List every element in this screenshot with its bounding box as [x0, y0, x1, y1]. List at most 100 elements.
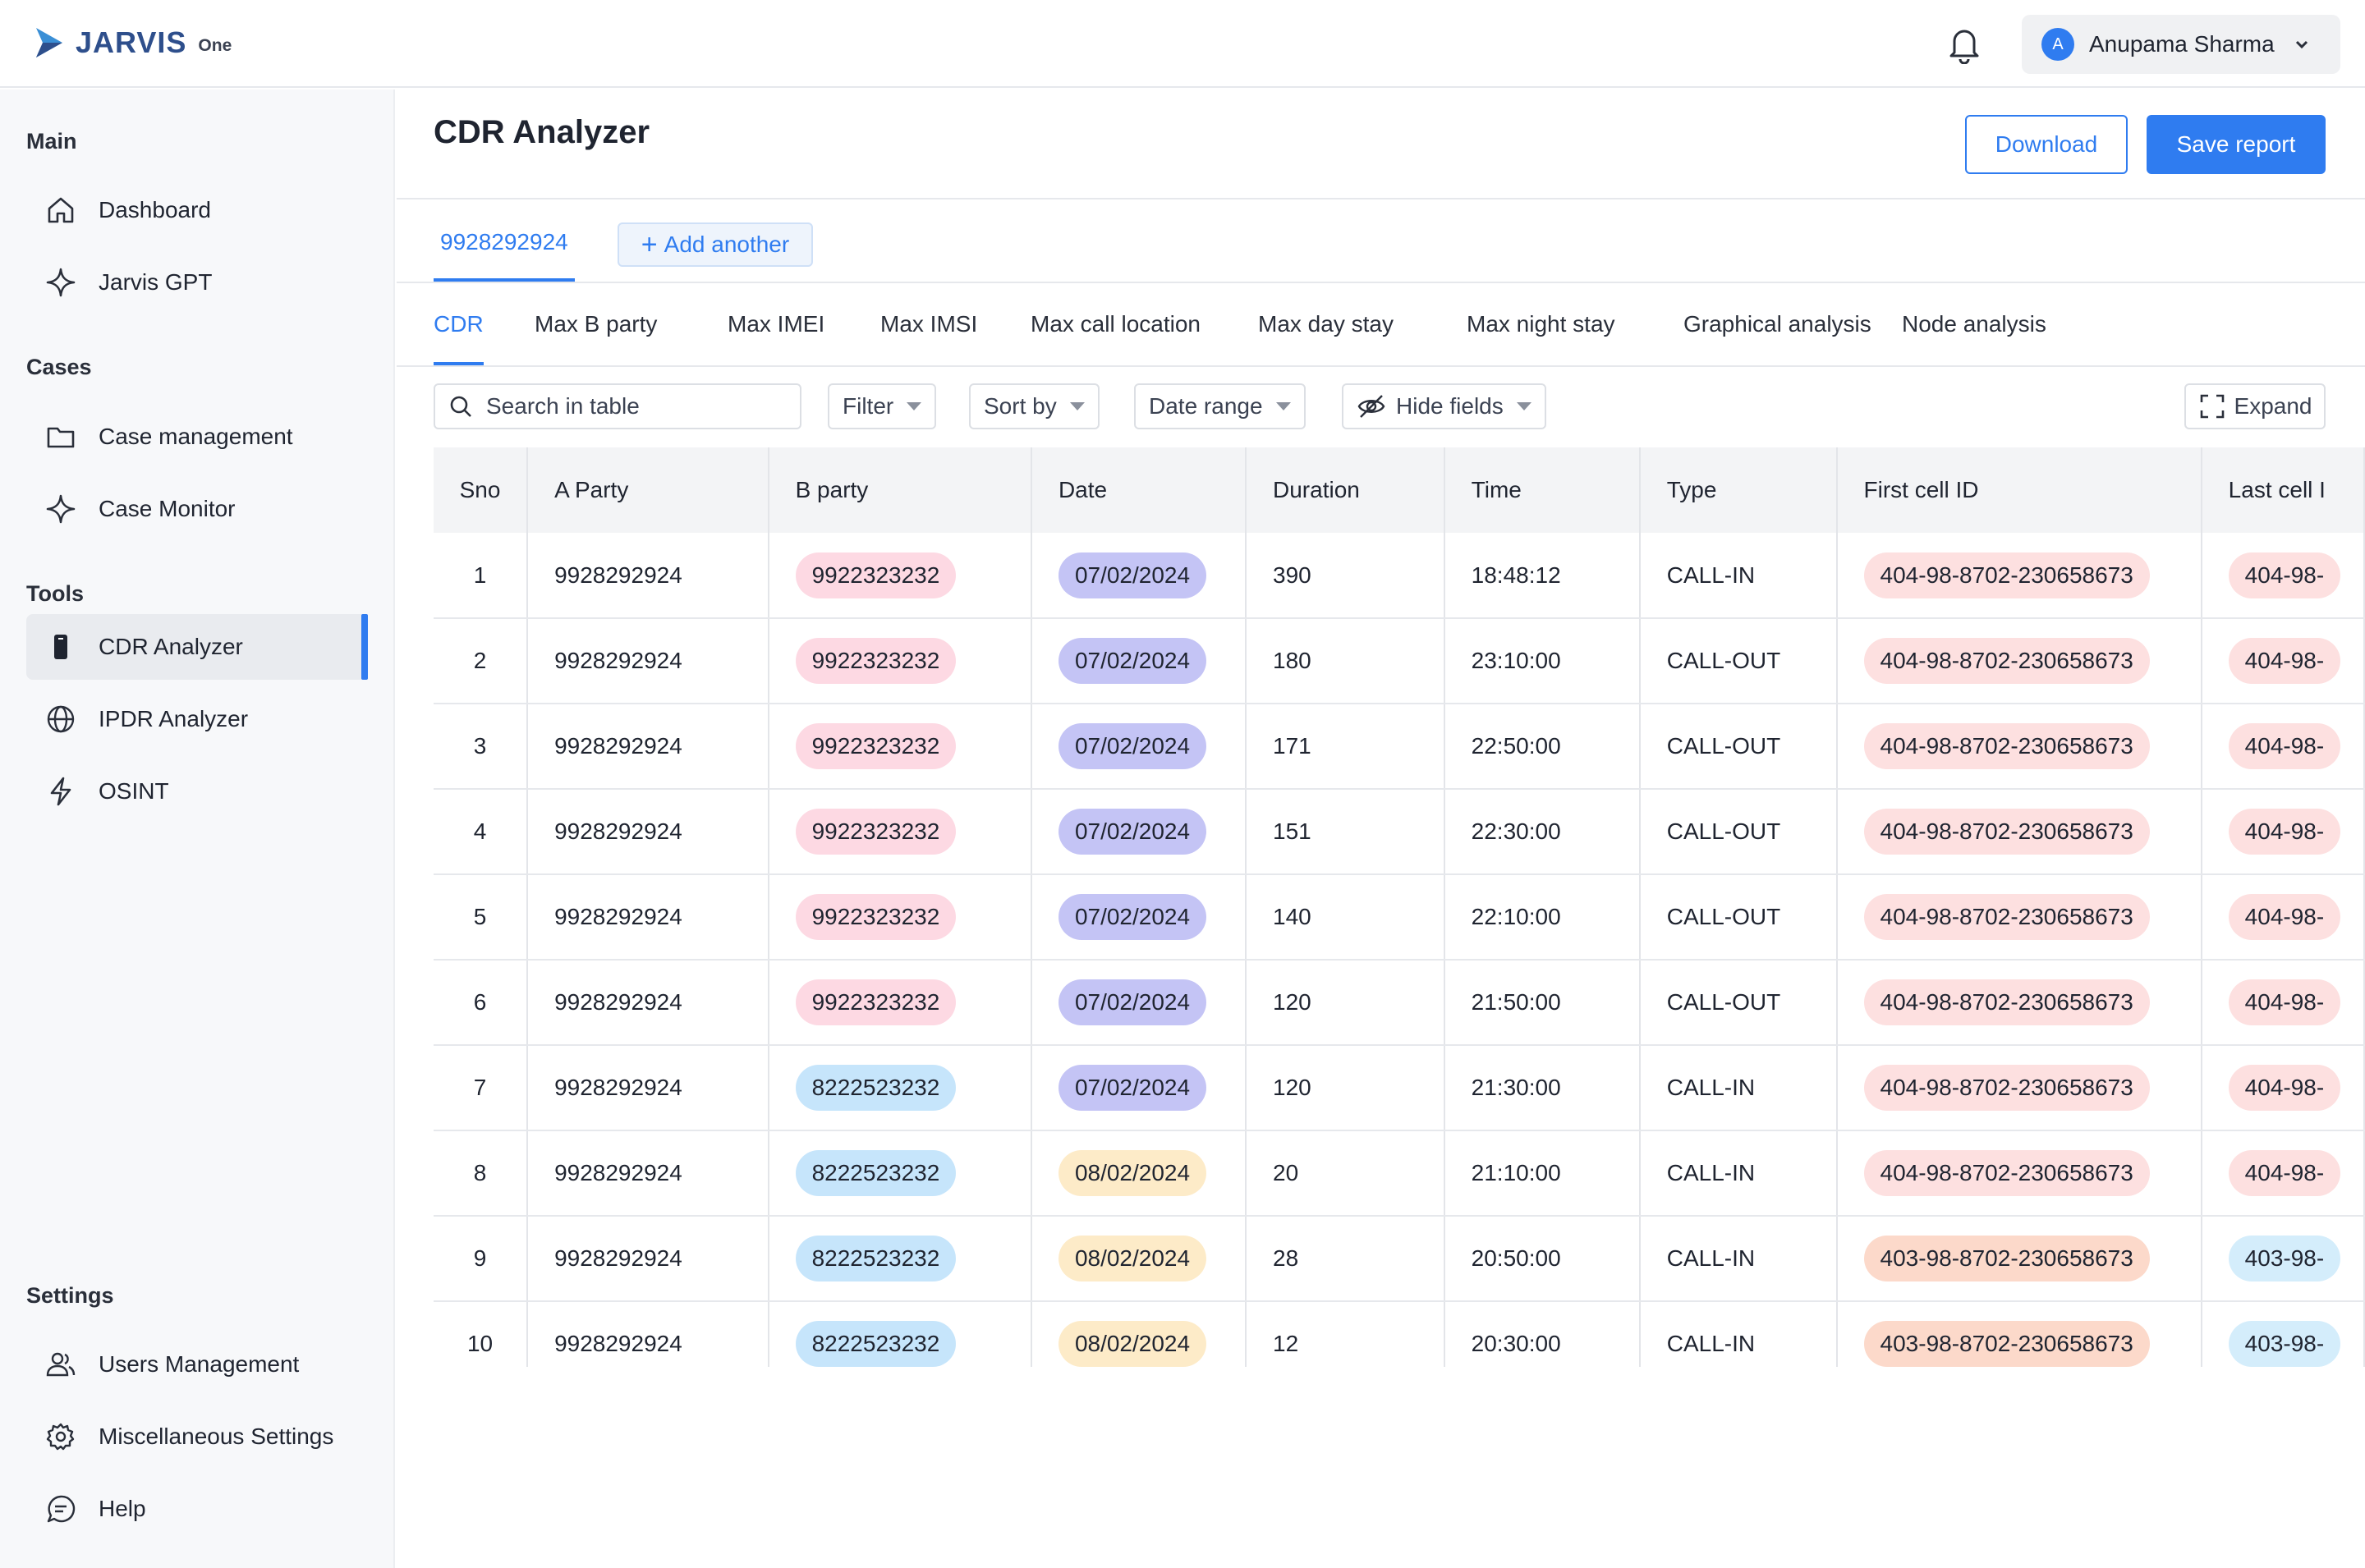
table-row[interactable]: 5 9928292924 9922323232 07/02/2024 140 22:10:… — [434, 874, 2365, 961]
first-cell-id-pill[interactable]: 404-98-8702-230658673 — [1863, 1065, 2150, 1111]
sidebar-item-users-management[interactable]: Users Management — [26, 1332, 368, 1397]
b-party-pill[interactable]: 9922323232 — [795, 894, 957, 940]
table-header-row: Sno A Party B party Date Duration Time T… — [434, 447, 2365, 533]
bell-icon[interactable] — [1946, 25, 1982, 64]
last-cell-id-pill[interactable]: 404-98- — [2228, 894, 2341, 940]
last-cell-id-pill[interactable]: 404-98- — [2228, 809, 2341, 855]
sidebar-item-ipdr-analyzer[interactable]: IPDR Analyzer — [26, 686, 368, 752]
sidebar-item-label: Jarvis GPT — [99, 269, 213, 295]
last-cell-id-pill[interactable]: 404-98- — [2228, 1150, 2341, 1196]
column-header-b-party[interactable]: B party — [768, 447, 1032, 533]
cell-duration: 171 — [1246, 704, 1445, 790]
cell-duration: 180 — [1246, 618, 1445, 704]
number-tab-active[interactable]: 9928292924 — [434, 229, 575, 282]
tab-max-imei[interactable]: Max IMEI — [728, 311, 825, 337]
sidebar-item-dashboard[interactable]: Dashboard — [26, 177, 368, 243]
sidebar-item-osint[interactable]: OSINT — [26, 759, 368, 824]
b-party-pill[interactable]: 8222523232 — [795, 1321, 957, 1367]
tab-max-b-party[interactable]: Max B party — [535, 311, 658, 337]
save-report-button[interactable]: Save report — [2147, 115, 2326, 174]
last-cell-id-pill[interactable]: 404-98- — [2228, 979, 2341, 1025]
table-row[interactable]: 1 9928292924 9922323232 07/02/2024 390 18:48:… — [434, 533, 2365, 619]
lightning-icon — [44, 775, 77, 808]
avatar: A — [2041, 28, 2074, 61]
last-cell-id-pill[interactable]: 404-98- — [2228, 638, 2341, 684]
first-cell-id-pill[interactable]: 404-98-8702-230658673 — [1863, 723, 2150, 769]
date-range-dropdown[interactable]: Date range — [1134, 383, 1306, 429]
brand-logo[interactable]: JARVIS One — [33, 25, 232, 61]
b-party-pill[interactable]: 9922323232 — [795, 638, 957, 684]
column-header-type[interactable]: Type — [1639, 447, 1838, 533]
last-cell-id-pill[interactable]: 403-98- — [2228, 1236, 2341, 1281]
hide-fields-dropdown[interactable]: Hide fields — [1342, 383, 1546, 429]
first-cell-id-pill[interactable]: 404-98-8702-230658673 — [1863, 552, 2150, 598]
sidebar-item-label: Case management — [99, 424, 293, 449]
b-party-pill[interactable]: 9922323232 — [795, 552, 957, 598]
download-button[interactable]: Download — [1965, 115, 2128, 174]
table-row[interactable]: 6 9928292924 9922323232 07/02/2024 120 21:50:… — [434, 960, 2365, 1046]
sidebar-item-cdr-analyzer[interactable]: CDR Analyzer — [26, 614, 368, 680]
last-cell-id-pill[interactable]: 404-98- — [2228, 1065, 2341, 1111]
search-input[interactable]: Search in table — [434, 383, 801, 429]
expand-button[interactable]: Expand — [2184, 383, 2326, 429]
tab-graphical-analysis[interactable]: Graphical analysis — [1683, 311, 1871, 337]
b-party-pill[interactable]: 9922323232 — [795, 723, 957, 769]
first-cell-id-pill[interactable]: 404-98-8702-230658673 — [1863, 1150, 2150, 1196]
b-party-pill[interactable]: 9922323232 — [795, 979, 957, 1025]
cell-type: CALL-IN — [1639, 1130, 1838, 1217]
first-cell-id-pill[interactable]: 404-98-8702-230658673 — [1863, 638, 2150, 684]
last-cell-id-pill[interactable]: 404-98- — [2228, 723, 2341, 769]
tab-max-day-stay[interactable]: Max day stay — [1258, 311, 1394, 337]
cell-time: 22:10:00 — [1444, 874, 1641, 961]
last-cell-id-pill[interactable]: 404-98- — [2228, 552, 2341, 598]
sidebar-item-jarvis-gpt[interactable]: Jarvis GPT — [26, 250, 368, 315]
first-cell-id-pill[interactable]: 403-98-8702-230658673 — [1863, 1236, 2150, 1281]
globe-icon — [44, 703, 77, 736]
first-cell-id-pill[interactable]: 403-98-8702-230658673 — [1863, 1321, 2150, 1367]
first-cell-id-pill[interactable]: 404-98-8702-230658673 — [1863, 809, 2150, 855]
cell-date: 07/02/2024 — [1031, 1045, 1247, 1131]
column-header-a-party[interactable]: A Party — [527, 447, 769, 533]
user-menu[interactable]: A Anupama Sharma — [2022, 15, 2340, 74]
table-row[interactable]: 4 9928292924 9922323232 07/02/2024 151 22:30:… — [434, 789, 2365, 875]
table-row[interactable]: 10 9928292924 8222523232 08/02/2024 12 20:30:… — [434, 1301, 2365, 1367]
filter-dropdown[interactable]: Filter — [828, 383, 937, 429]
sidebar-item-case-monitor[interactable]: Case Monitor — [26, 476, 368, 542]
tab-node-analysis[interactable]: Node analysis — [1902, 311, 2046, 337]
b-party-pill[interactable]: 9922323232 — [795, 809, 957, 855]
sidebar-item-help[interactable]: Help — [26, 1476, 368, 1542]
b-party-pill[interactable]: 8222523232 — [795, 1150, 957, 1196]
b-party-pill[interactable]: 8222523232 — [795, 1065, 957, 1111]
tab-max-night-stay[interactable]: Max night stay — [1467, 311, 1615, 337]
date-pill: 08/02/2024 — [1058, 1236, 1207, 1281]
column-header-time[interactable]: Time — [1444, 447, 1641, 533]
b-party-pill[interactable]: 8222523232 — [795, 1236, 957, 1281]
column-header-duration[interactable]: Duration — [1246, 447, 1445, 533]
table-row[interactable]: 2 9928292924 9922323232 07/02/2024 180 23:10:… — [434, 618, 2365, 704]
cdr-table-container[interactable]: Sno A Party B party Date Duration Time T… — [434, 447, 2365, 1367]
first-cell-id-pill[interactable]: 404-98-8702-230658673 — [1863, 894, 2150, 940]
column-header-first-cell-id[interactable]: First cell ID — [1836, 447, 2202, 533]
sidebar-item-misc-settings[interactable]: Miscellaneous Settings — [26, 1404, 368, 1469]
table-row[interactable]: 7 9928292924 8222523232 07/02/2024 120 21:30:… — [434, 1045, 2365, 1131]
tab-max-imsi[interactable]: Max IMSI — [880, 311, 978, 337]
sidebar-item-case-management[interactable]: Case management — [26, 404, 368, 470]
column-header-date[interactable]: Date — [1031, 447, 1247, 533]
sort-dropdown[interactable]: Sort by — [969, 383, 1100, 429]
add-another-button[interactable]: + Add another — [618, 222, 813, 267]
table-row[interactable]: 9 9928292924 8222523232 08/02/2024 28 20:50:0… — [434, 1216, 2365, 1302]
date-pill: 07/02/2024 — [1058, 723, 1207, 769]
section-cases: Cases — [26, 355, 92, 379]
tab-max-call-location[interactable]: Max call location — [1031, 311, 1201, 337]
divider — [397, 365, 2365, 367]
cell-a-party: 9928292924 — [527, 533, 769, 619]
first-cell-id-pill[interactable]: 404-98-8702-230658673 — [1863, 979, 2150, 1025]
cell-type: CALL-IN — [1639, 1301, 1838, 1367]
filter-label: Filter — [843, 393, 894, 419]
column-header-sno[interactable]: Sno — [434, 447, 529, 533]
last-cell-id-pill[interactable]: 403-98- — [2228, 1321, 2341, 1367]
column-header-last-cell-id[interactable]: Last cell I — [2201, 447, 2365, 533]
tab-cdr[interactable]: CDR — [434, 283, 484, 365]
table-row[interactable]: 3 9928292924 9922323232 07/02/2024 171 22:50:… — [434, 704, 2365, 790]
table-row[interactable]: 8 9928292924 8222523232 08/02/2024 20 21:10:0… — [434, 1130, 2365, 1217]
